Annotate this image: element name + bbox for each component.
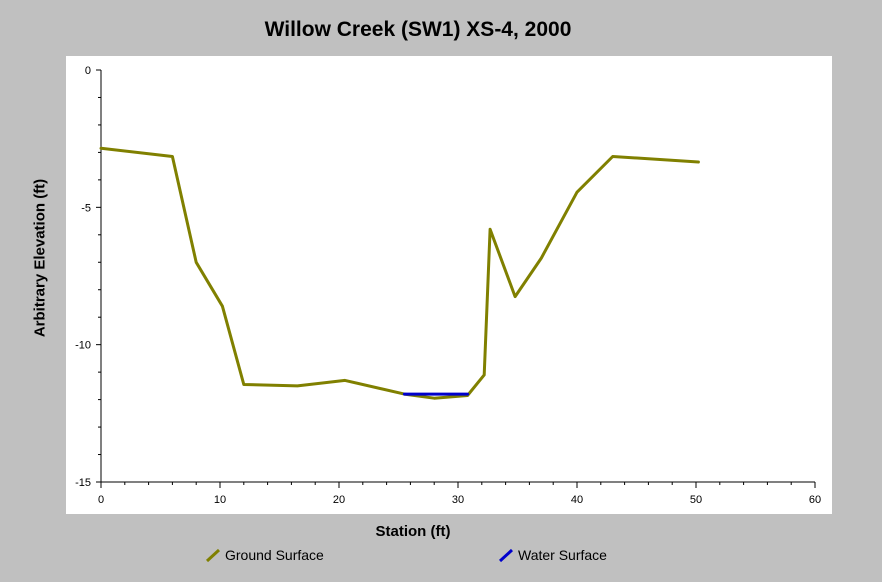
legend-item-ground-surface: Ground Surface	[205, 545, 324, 565]
legend-label-ground-surface: Ground Surface	[225, 547, 324, 563]
ground-surface-line	[99, 146, 700, 400]
y-tick-label: 0	[85, 65, 91, 77]
legend-item-water-surface: Water Surface	[498, 545, 607, 565]
y-axis-label: Arbitrary Elevation (ft)	[31, 178, 49, 338]
x-tick-label: 60	[809, 494, 821, 506]
x-tick-label: 10	[214, 494, 226, 506]
x-axis-label: Station (ft)	[375, 523, 451, 540]
x-tick-label: 0	[98, 494, 104, 506]
x-tick-label: 20	[333, 494, 345, 506]
x-tick-label: 40	[571, 494, 583, 506]
axes: 0 -5 -10 -15 0 10 20 30 40 50 60	[75, 65, 821, 506]
legend-label-water-surface: Water Surface	[518, 547, 607, 563]
ground-surface-legend-swatch	[205, 548, 221, 563]
x-tick-label: 50	[690, 494, 702, 506]
y-tick-label: -5	[81, 202, 91, 214]
plot-panel	[66, 56, 832, 514]
y-tick-label: -10	[75, 340, 91, 352]
y-tick-label: -15	[75, 477, 91, 489]
water-surface-legend-swatch	[498, 548, 514, 563]
chart-title: Willow Creek (SW1) XS-4, 2000	[264, 18, 572, 41]
series-lines	[99, 146, 700, 400]
x-tick-label: 30	[452, 494, 464, 506]
